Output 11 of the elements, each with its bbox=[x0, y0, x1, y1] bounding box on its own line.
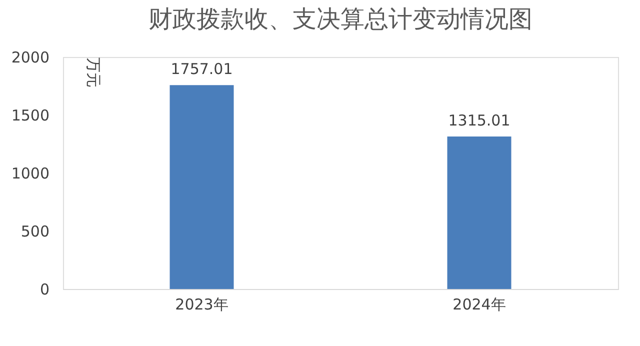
chart-title: 财政拨款收、支决算总计变动情况图 bbox=[148, 5, 532, 33]
data-label: 1757.01 bbox=[170, 60, 233, 78]
y-axis-title: 万元 bbox=[84, 58, 102, 88]
x-tick-label: 2023年 bbox=[175, 296, 228, 314]
y-tick-label: 2000 bbox=[11, 48, 50, 66]
y-tick-label: 1000 bbox=[11, 164, 50, 182]
y-tick-label: 1500 bbox=[11, 106, 50, 124]
y-tick-label: 500 bbox=[20, 222, 50, 240]
data-label: 1315.01 bbox=[448, 111, 510, 130]
y-tick-label: 0 bbox=[40, 280, 50, 298]
x-tick-label: 2024年 bbox=[452, 296, 506, 314]
